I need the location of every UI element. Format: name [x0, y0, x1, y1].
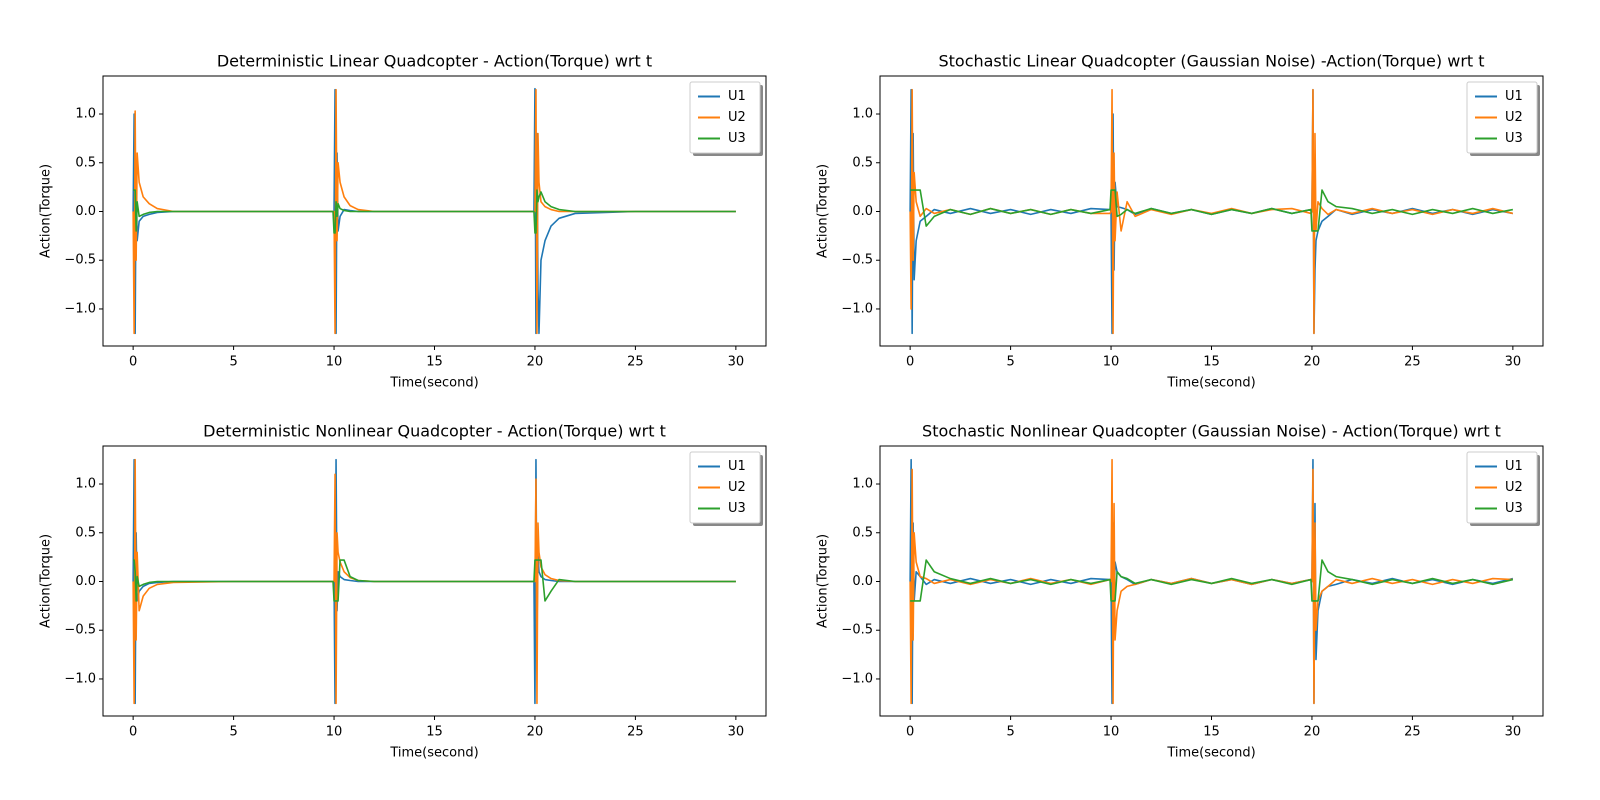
y-tick-label: 0.0 [75, 574, 96, 589]
series-line [133, 559, 736, 602]
subplot-title: Stochastic Nonlinear Quadcopter (Gaussia… [922, 422, 1501, 441]
axes-frame [102, 445, 767, 717]
x-tick-label: 0 [129, 355, 137, 370]
x-tick-label: 15 [1203, 725, 1220, 740]
x-tick-label: 20 [1304, 725, 1321, 740]
x-axis-label: Time(second) [389, 746, 478, 761]
x-tick-label: 5 [1006, 725, 1014, 740]
y-tick-label: −1.0 [841, 671, 873, 686]
legend-box [1466, 451, 1538, 524]
x-tick-label: 30 [1505, 355, 1522, 370]
x-tick-label: 10 [1103, 725, 1120, 740]
y-tick-label: −0.5 [841, 253, 873, 268]
x-tick-label: 30 [728, 725, 745, 740]
axes-frame [879, 75, 1544, 347]
axes-frame [102, 75, 767, 347]
legend: U1 U2 U3 [1466, 81, 1540, 156]
series-line [132, 458, 736, 705]
x-tick-label: 30 [728, 355, 745, 370]
x-tick-label: 5 [229, 725, 237, 740]
legend-label: U3 [1505, 131, 1523, 146]
legend-label: U1 [1505, 89, 1523, 104]
series-line [910, 559, 1514, 602]
subplot: Deterministic Linear Quadcopter - Action… [39, 52, 767, 391]
legend-label: U1 [1505, 459, 1523, 474]
y-tick-label: −1.0 [64, 671, 96, 686]
subplot: Stochastic Linear Quadcopter (Gaussian N… [816, 52, 1544, 391]
y-axis-label: Action(Torque) [39, 534, 54, 628]
x-tick-label: 25 [627, 355, 644, 370]
subplot: Deterministic Nonlinear Quadcopter - Act… [39, 422, 767, 761]
x-tick-label: 20 [1304, 355, 1321, 370]
x-axis-label: Time(second) [1166, 746, 1255, 761]
legend-label: U2 [728, 110, 746, 125]
y-tick-label: −1.0 [64, 301, 96, 316]
legend-box [689, 451, 761, 524]
y-tick-label: −0.5 [841, 623, 873, 638]
y-tick-label: 0.5 [852, 155, 873, 170]
legend-label: U3 [728, 501, 746, 516]
x-tick-label: 20 [527, 355, 544, 370]
x-tick-label: 10 [326, 355, 343, 370]
y-tick-label: 0.0 [75, 204, 96, 219]
x-tick-label: 5 [1006, 355, 1014, 370]
y-tick-label: −1.0 [841, 301, 873, 316]
y-tick-label: 0.5 [852, 525, 873, 540]
x-tick-label: 10 [326, 725, 343, 740]
series-line [132, 87, 736, 335]
x-tick-label: 20 [527, 725, 544, 740]
x-axis-label: Time(second) [1166, 376, 1255, 391]
y-tick-label: 1.0 [852, 107, 873, 122]
x-tick-label: 25 [1404, 725, 1421, 740]
subplot: Stochastic Nonlinear Quadcopter (Gaussia… [816, 422, 1544, 761]
subplot-title: Stochastic Linear Quadcopter (Gaussian N… [938, 52, 1484, 71]
y-tick-label: −0.5 [64, 253, 96, 268]
legend-box [689, 81, 761, 154]
legend: U1 U2 U3 [689, 451, 763, 526]
subplot-title: Deterministic Nonlinear Quadcopter - Act… [203, 422, 666, 441]
y-axis-label: Action(Torque) [39, 164, 54, 258]
x-tick-label: 5 [229, 355, 237, 370]
y-axis-label: Action(Torque) [816, 164, 831, 258]
x-tick-label: 10 [1103, 355, 1120, 370]
legend-label: U1 [728, 459, 746, 474]
subplot-title: Deterministic Linear Quadcopter - Action… [217, 52, 652, 71]
x-tick-label: 30 [1505, 725, 1522, 740]
legend: U1 U2 U3 [1466, 451, 1540, 526]
y-tick-label: 1.0 [852, 477, 873, 492]
series-line [132, 88, 736, 335]
legend-label: U3 [1505, 501, 1523, 516]
y-tick-label: 0.5 [75, 155, 96, 170]
x-tick-label: 0 [906, 355, 914, 370]
legend-label: U3 [728, 131, 746, 146]
y-axis-label: Action(Torque) [816, 534, 831, 628]
x-tick-label: 15 [1203, 355, 1220, 370]
y-tick-label: 1.0 [75, 477, 96, 492]
x-tick-label: 15 [426, 725, 443, 740]
legend: U1 U2 U3 [689, 81, 763, 156]
x-axis-label: Time(second) [389, 376, 478, 391]
series-line [133, 189, 736, 234]
axes-frame [879, 445, 1544, 717]
y-tick-label: 1.0 [75, 107, 96, 122]
legend-label: U2 [1505, 110, 1523, 125]
series-line [910, 189, 1514, 232]
x-tick-label: 25 [1404, 355, 1421, 370]
y-tick-label: 0.0 [852, 574, 873, 589]
x-tick-label: 0 [906, 725, 914, 740]
legend-label: U2 [1505, 480, 1523, 495]
y-tick-label: 0.0 [852, 204, 873, 219]
x-tick-label: 25 [627, 725, 644, 740]
x-tick-label: 0 [129, 725, 137, 740]
legend-label: U1 [728, 89, 746, 104]
y-tick-label: −0.5 [64, 623, 96, 638]
legend-label: U2 [728, 480, 746, 495]
legend-box [1466, 81, 1538, 154]
x-tick-label: 15 [426, 355, 443, 370]
y-tick-label: 0.5 [75, 525, 96, 540]
